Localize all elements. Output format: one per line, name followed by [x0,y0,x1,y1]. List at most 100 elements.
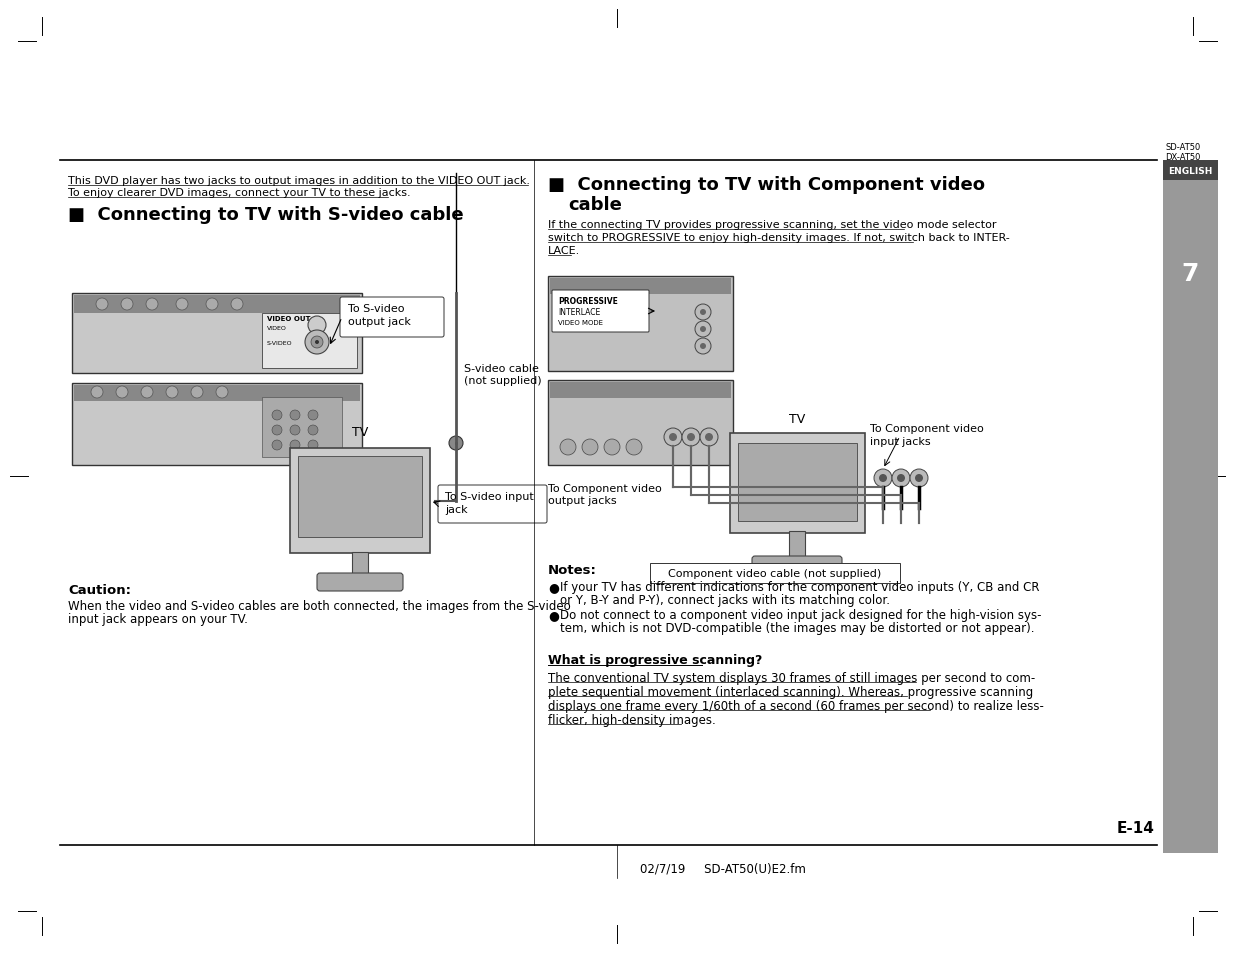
Text: To S-video input: To S-video input [445,492,534,501]
Circle shape [272,440,282,451]
Text: output jacks: output jacks [548,496,616,505]
Text: Do not connect to a component video input jack designed for the high-vision sys-: Do not connect to a component video inpu… [559,608,1041,621]
Circle shape [191,387,203,398]
Bar [72,294,362,374]
Text: cable: cable [568,195,622,213]
Bar [72,384,362,465]
Text: input jacks: input jacks [869,436,931,447]
Bar [1163,161,1218,181]
FancyBboxPatch shape [752,557,842,577]
Text: E-14: E-14 [1118,821,1155,836]
Circle shape [874,470,892,488]
Bar [548,380,734,465]
Bar [739,443,857,521]
Circle shape [308,440,317,451]
Circle shape [216,387,228,398]
Text: tem, which is not DVD-compatible (the images may be distorted or not appear).: tem, which is not DVD-compatible (the im… [559,621,1035,635]
Text: VIDEO MODE: VIDEO MODE [558,319,603,326]
FancyBboxPatch shape [317,574,403,592]
Circle shape [96,298,107,311]
Circle shape [290,411,300,420]
Text: If the connecting TV provides progressive scanning, set the video mode selector: If the connecting TV provides progressiv… [548,220,997,230]
Circle shape [915,475,923,482]
Circle shape [450,436,463,451]
Bar [1163,181,1218,853]
Text: If your TV has different indications for the component video inputs (Y, CB and C: If your TV has different indications for… [559,580,1040,594]
Bar [74,386,359,401]
Circle shape [308,411,317,420]
Text: ●: ● [548,580,559,594]
Circle shape [669,434,677,441]
Text: DX-AT50: DX-AT50 [1165,152,1200,162]
Circle shape [91,387,103,398]
Circle shape [604,439,620,456]
Text: or Y, B-Y and P-Y), connect jacks with its matching color.: or Y, B-Y and P-Y), connect jacks with i… [559,594,890,606]
Circle shape [290,440,300,451]
Text: S-video cable: S-video cable [464,364,538,374]
Circle shape [121,298,133,311]
Circle shape [892,470,910,488]
Circle shape [177,298,188,311]
Text: ENGLISH: ENGLISH [1168,167,1213,175]
Circle shape [272,426,282,436]
Text: 02/7/19     SD-AT50(U)E2.fm: 02/7/19 SD-AT50(U)E2.fm [640,862,806,875]
Text: What is progressive scanning?: What is progressive scanning? [548,654,762,666]
Text: LACE.: LACE. [548,246,580,255]
Bar [789,532,805,561]
Text: jack: jack [445,504,468,515]
Text: ●: ● [548,608,559,621]
Circle shape [305,331,329,355]
Bar [550,278,731,294]
Circle shape [311,336,324,349]
Bar [650,563,900,583]
Text: TV: TV [789,413,805,426]
Text: S-VIDEO: S-VIDEO [267,340,293,346]
Circle shape [308,426,317,436]
Text: (not supplied): (not supplied) [464,375,542,386]
Circle shape [700,344,706,350]
Circle shape [897,475,905,482]
Text: INTERLACE: INTERLACE [558,308,600,316]
Text: Notes:: Notes: [548,563,597,577]
Text: TV: TV [352,426,368,438]
Text: 7: 7 [1182,262,1199,286]
Bar [74,295,359,314]
Text: displays one frame every 1/60th of a second (60 frames per second) to realize le: displays one frame every 1/60th of a sec… [548,700,1044,712]
Circle shape [146,298,158,311]
Circle shape [695,305,711,320]
Circle shape [910,470,927,488]
Circle shape [626,439,642,456]
Bar [352,553,368,578]
Bar [290,449,430,554]
Circle shape [700,327,706,333]
Circle shape [705,434,713,441]
Circle shape [664,429,682,447]
Circle shape [879,475,887,482]
Text: plete sequential movement (interlaced scanning). Whereas, progressive scanning: plete sequential movement (interlaced sc… [548,685,1034,699]
Bar [262,314,357,369]
Text: input jack appears on your TV.: input jack appears on your TV. [68,613,248,625]
Circle shape [308,316,326,335]
Text: When the video and S-video cables are both connected, the images from the S-vide: When the video and S-video cables are bo… [68,599,571,613]
Text: VIDEO: VIDEO [267,326,287,331]
Text: The conventional TV system displays 30 frames of still images per second to com-: The conventional TV system displays 30 f… [548,671,1035,684]
Text: To Component video: To Component video [548,483,662,494]
Text: output jack: output jack [348,316,411,327]
Circle shape [206,298,219,311]
Text: This DVD player has two jacks to output images in addition to the VIDEO OUT jack: This DVD player has two jacks to output … [68,175,530,186]
Circle shape [687,434,695,441]
Circle shape [290,426,300,436]
Bar [298,456,422,537]
Circle shape [315,340,319,345]
Circle shape [682,429,700,447]
Circle shape [700,429,718,447]
Circle shape [141,387,153,398]
FancyBboxPatch shape [340,297,445,337]
Text: ■  Connecting to TV with S-video cable: ■ Connecting to TV with S-video cable [68,206,463,224]
Circle shape [700,310,706,315]
Circle shape [272,411,282,420]
Text: Caution:: Caution: [68,583,131,597]
Circle shape [695,338,711,355]
Text: flicker, high-density images.: flicker, high-density images. [548,713,716,726]
Text: ■  Connecting to TV with Component video: ■ Connecting to TV with Component video [548,175,986,193]
